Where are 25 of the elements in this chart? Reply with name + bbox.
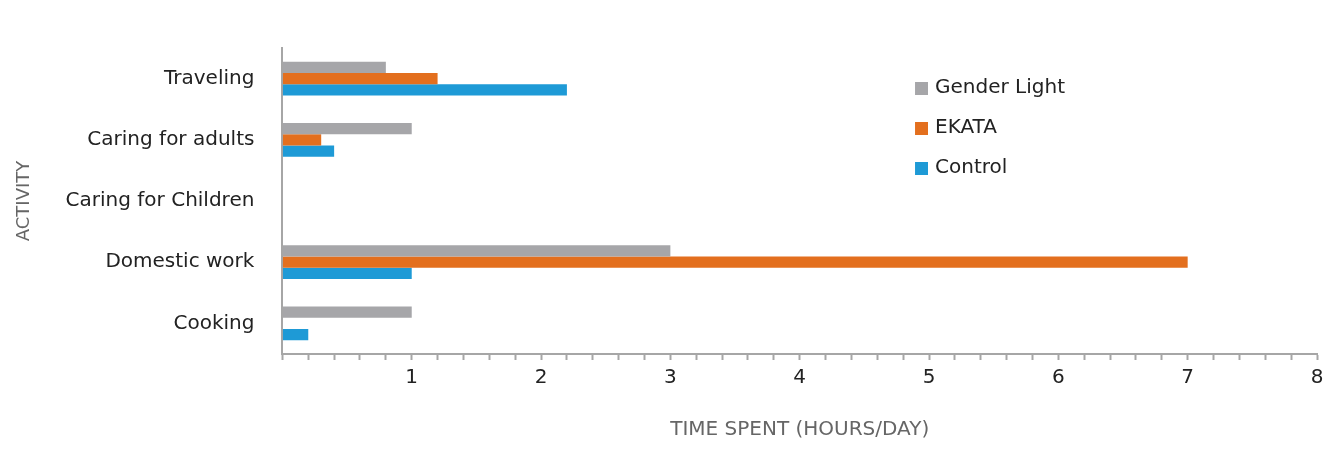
bar	[282, 84, 567, 96]
legend-label: Control	[935, 154, 1008, 179]
bar	[282, 134, 322, 146]
y-axis-title: ACTIVITY	[12, 159, 34, 242]
legend-label: EKATA	[935, 114, 998, 139]
bar	[282, 329, 309, 341]
legend-label: Gender Light	[935, 74, 1066, 99]
x-axis-title: TIME SPENT (HOURS/DAY)	[669, 416, 930, 441]
bar	[282, 72, 438, 85]
x-tick-label: 4	[793, 364, 807, 389]
x-tick-label: 7	[1181, 364, 1195, 389]
y-tick-label: Cooking	[173, 309, 255, 334]
bar	[282, 267, 412, 280]
x-tick-label: 5	[922, 364, 936, 389]
x-tick-label: 8	[1310, 364, 1324, 389]
y-tick-label: Caring for adults	[87, 126, 255, 150]
x-tick-label: 1	[405, 364, 419, 389]
x-tick-label: 2	[534, 364, 548, 389]
y-tick-label: Domestic work	[105, 248, 255, 273]
y-tick-label: Caring for Children	[65, 187, 255, 212]
x-tick-label: 3	[664, 364, 677, 389]
y-tick-label: Traveling	[163, 64, 255, 89]
bar	[282, 145, 335, 157]
bar	[282, 256, 1188, 268]
x-tick-label: 6	[1051, 364, 1065, 389]
